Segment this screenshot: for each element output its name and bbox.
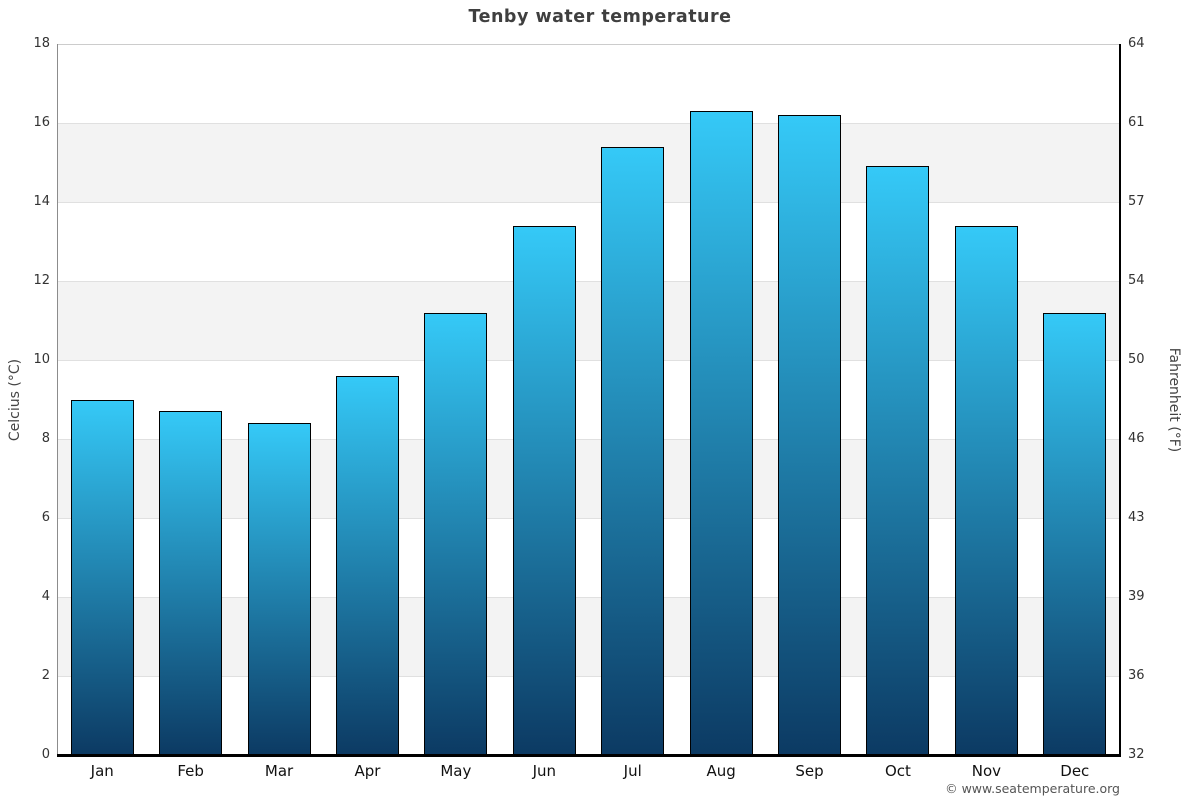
- y-tick-celsius-2: 2: [41, 668, 50, 683]
- gridline: [58, 202, 1119, 203]
- bar-nov: [954, 225, 1018, 755]
- gridline: [58, 281, 1119, 282]
- y-axis-left-title: Celcius (°C): [7, 358, 23, 442]
- x-axis-baseline: [57, 754, 1121, 757]
- y-tick-celsius-18: 18: [33, 36, 50, 51]
- y-tick-fahrenheit-39: 39: [1128, 589, 1145, 604]
- y-tick-fahrenheit-32: 32: [1128, 747, 1145, 762]
- x-tick-aug: Aug: [706, 762, 736, 780]
- y-tick-celsius-6: 6: [41, 510, 50, 525]
- x-tick-nov: Nov: [971, 762, 1001, 780]
- bar-dec: [1043, 312, 1107, 755]
- x-tick-dec: Dec: [1060, 762, 1090, 780]
- y-axis-left-spine: [57, 44, 58, 755]
- x-tick-sep: Sep: [795, 762, 824, 780]
- x-tick-oct: Oct: [884, 762, 911, 780]
- gridline: [58, 676, 1119, 677]
- bar-sep: [778, 115, 842, 755]
- y-tick-celsius-12: 12: [33, 273, 50, 288]
- gridline: [58, 439, 1119, 440]
- plot-area: [57, 44, 1121, 757]
- y-tick-fahrenheit-61: 61: [1128, 115, 1145, 130]
- y-tick-celsius-16: 16: [33, 115, 50, 130]
- bar-apr: [335, 375, 399, 755]
- x-tick-feb: Feb: [177, 762, 204, 780]
- y-tick-celsius-10: 10: [33, 352, 50, 367]
- y-tick-fahrenheit-50: 50: [1128, 352, 1145, 367]
- x-tick-may: May: [440, 762, 472, 780]
- bar-aug: [689, 111, 753, 755]
- bar-jun: [512, 225, 576, 755]
- gridline: [58, 123, 1119, 124]
- grid-band: [58, 281, 1119, 360]
- gridline: [58, 360, 1119, 361]
- y-tick-fahrenheit-64: 64: [1128, 36, 1145, 51]
- grid-band: [58, 123, 1119, 202]
- chart-title: Tenby water temperature: [468, 7, 732, 27]
- x-tick-jul: Jul: [623, 762, 642, 780]
- grid-band: [58, 439, 1119, 518]
- bar-jul: [601, 146, 665, 755]
- y-tick-celsius-8: 8: [41, 431, 50, 446]
- bar-feb: [159, 411, 223, 755]
- gridline: [58, 597, 1119, 598]
- y-tick-fahrenheit-54: 54: [1128, 273, 1145, 288]
- bar-may: [424, 312, 488, 755]
- y-axis-right-spine: [1119, 44, 1121, 755]
- y-tick-celsius-14: 14: [33, 194, 50, 209]
- y-tick-fahrenheit-46: 46: [1128, 431, 1145, 446]
- plot-top-border: [58, 44, 1119, 45]
- y-tick-celsius-4: 4: [41, 589, 50, 604]
- bar-oct: [866, 166, 930, 755]
- bar-jan: [70, 399, 134, 755]
- x-tick-mar: Mar: [264, 762, 294, 780]
- y-axis-right-title: Fahrenheit (°F): [1166, 347, 1182, 453]
- y-tick-fahrenheit-36: 36: [1128, 668, 1145, 683]
- y-tick-fahrenheit-43: 43: [1128, 510, 1145, 525]
- y-tick-celsius-0: 0: [41, 747, 50, 762]
- bar-mar: [247, 423, 311, 755]
- copyright-text: © www.seatemperature.org: [945, 781, 1120, 796]
- y-tick-fahrenheit-57: 57: [1128, 194, 1145, 209]
- x-tick-jan: Jan: [90, 762, 114, 780]
- grid-band: [58, 597, 1119, 676]
- x-tick-apr: Apr: [354, 762, 381, 780]
- x-tick-jun: Jun: [532, 762, 556, 780]
- gridline: [58, 518, 1119, 519]
